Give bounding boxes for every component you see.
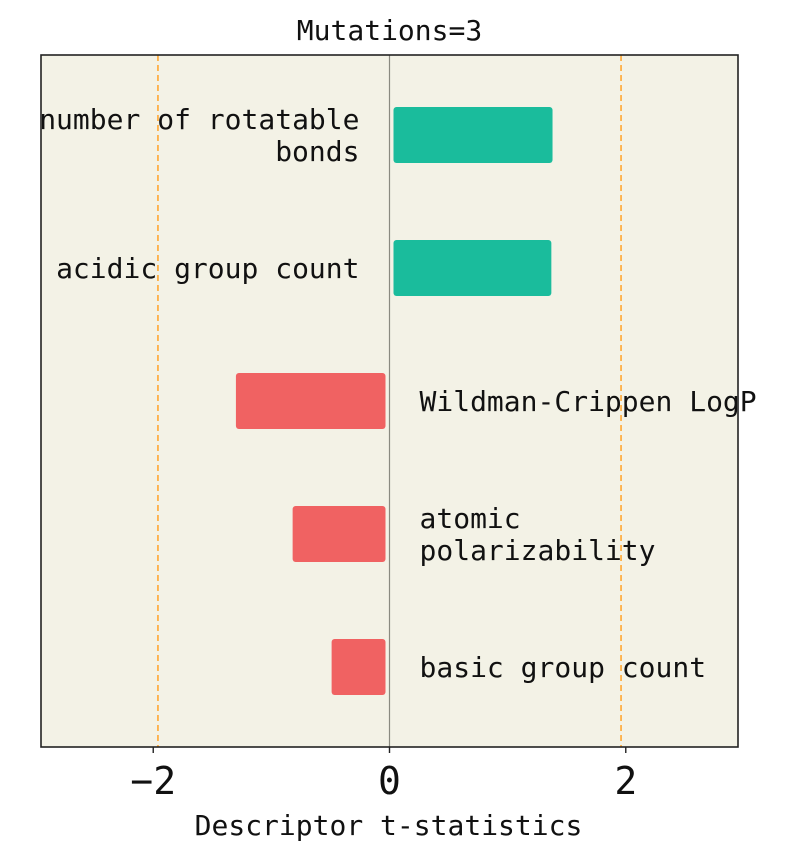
bar-labels: number of rotatable bonds acidic group cou…	[39, 103, 756, 684]
bar	[235, 373, 386, 429]
x-tick-label: 2	[614, 759, 637, 803]
bar	[393, 107, 553, 163]
bar-label: basic group count	[420, 651, 707, 684]
bar-label: Wildman-Crippen LogP	[420, 385, 757, 418]
x-axis-ticks: −2 0 2	[130, 747, 637, 803]
bar-label: atomic polarizability	[420, 502, 656, 567]
bar	[393, 240, 552, 296]
bar-label: acidic group count	[56, 252, 359, 285]
chart-title: Mutations=3	[297, 14, 482, 47]
x-axis-label: Descriptor t-statistics	[195, 809, 583, 842]
bars	[235, 107, 553, 695]
threshold-lines	[157, 55, 622, 747]
x-tick-label: 0	[378, 759, 401, 803]
x-tick-label: −2	[130, 759, 176, 803]
bar-label: number of rotatable bonds	[39, 103, 359, 168]
bar	[292, 506, 386, 562]
bar	[331, 639, 386, 695]
